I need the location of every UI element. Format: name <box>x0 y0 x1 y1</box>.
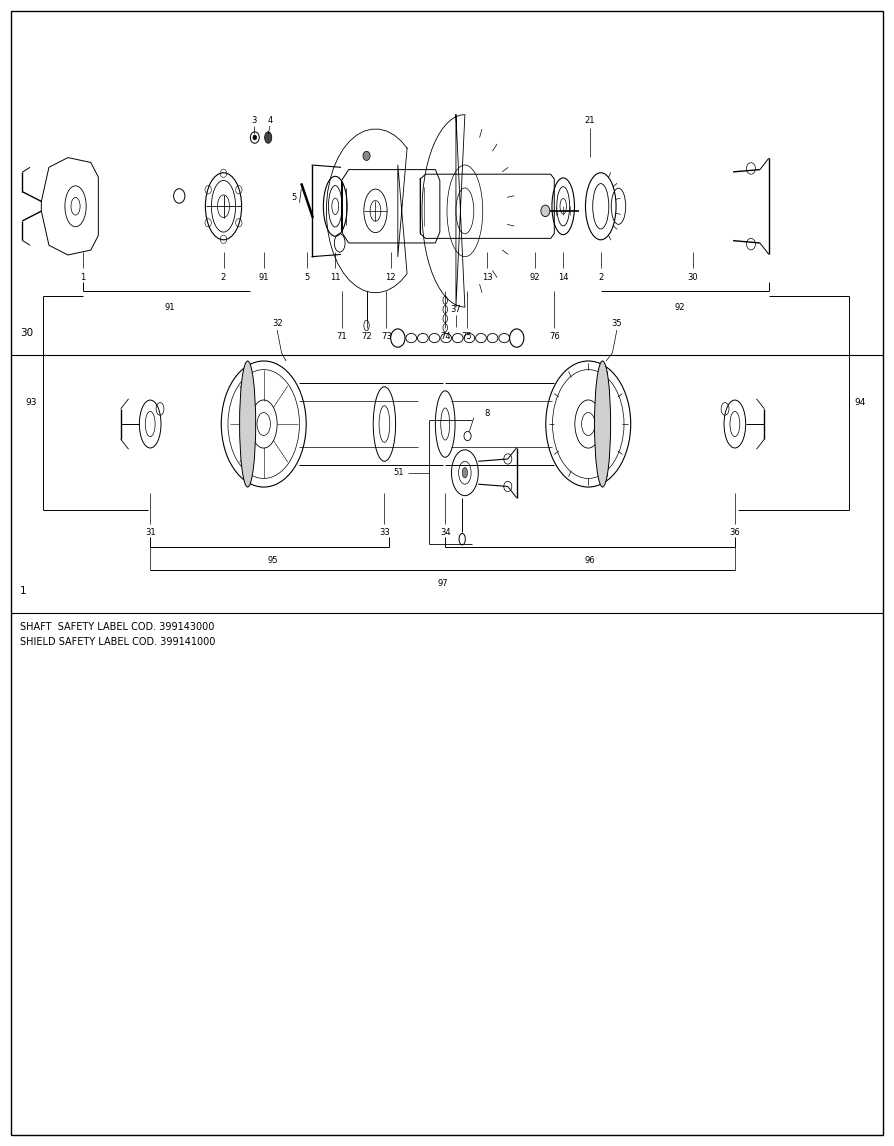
Ellipse shape <box>541 205 550 217</box>
Text: 93: 93 <box>26 399 37 407</box>
Ellipse shape <box>462 468 468 478</box>
Text: 91: 91 <box>258 273 269 282</box>
Polygon shape <box>422 115 465 307</box>
Text: 72: 72 <box>361 332 372 342</box>
Text: 32: 32 <box>272 319 283 328</box>
Text: 11: 11 <box>330 273 341 282</box>
Text: 30: 30 <box>687 273 698 282</box>
Text: 8: 8 <box>485 409 490 417</box>
Text: 4: 4 <box>267 116 273 125</box>
Text: 34: 34 <box>440 528 451 537</box>
Text: 74: 74 <box>440 332 451 342</box>
Text: 35: 35 <box>611 319 622 328</box>
Text: 12: 12 <box>385 273 396 282</box>
Text: 71: 71 <box>336 332 347 342</box>
Text: 37: 37 <box>451 305 461 314</box>
Text: SHAFT  SAFETY LABEL COD. 399143000: SHAFT SAFETY LABEL COD. 399143000 <box>20 622 214 631</box>
Ellipse shape <box>253 135 257 140</box>
Text: 96: 96 <box>585 556 595 565</box>
Text: 92: 92 <box>529 273 540 282</box>
Ellipse shape <box>595 361 611 487</box>
Text: 36: 36 <box>730 528 740 537</box>
Ellipse shape <box>240 361 256 487</box>
Text: 5: 5 <box>304 273 309 282</box>
Ellipse shape <box>363 151 370 160</box>
Text: 14: 14 <box>558 273 569 282</box>
Text: 1: 1 <box>20 586 26 596</box>
Text: 2: 2 <box>221 273 226 282</box>
Text: 75: 75 <box>461 332 472 342</box>
Text: 92: 92 <box>674 303 685 312</box>
Text: 13: 13 <box>482 273 493 282</box>
Polygon shape <box>326 129 407 292</box>
Text: 30: 30 <box>20 328 33 338</box>
Text: 33: 33 <box>379 528 390 537</box>
Text: 76: 76 <box>549 332 560 342</box>
Polygon shape <box>342 170 440 243</box>
Text: 94: 94 <box>855 399 865 407</box>
Polygon shape <box>420 174 554 238</box>
Text: 97: 97 <box>437 579 448 588</box>
Text: SHIELD SAFETY LABEL COD. 399141000: SHIELD SAFETY LABEL COD. 399141000 <box>20 637 215 646</box>
Text: 91: 91 <box>164 303 175 312</box>
Text: 51: 51 <box>393 469 404 477</box>
Text: 31: 31 <box>145 528 156 537</box>
Text: 2: 2 <box>598 273 603 282</box>
Text: 21: 21 <box>585 116 595 125</box>
Ellipse shape <box>265 132 272 143</box>
Text: 1: 1 <box>80 273 86 282</box>
Text: 73: 73 <box>381 332 392 342</box>
Text: 95: 95 <box>267 556 278 565</box>
Text: 3: 3 <box>251 116 257 125</box>
Text: 5: 5 <box>291 193 297 202</box>
